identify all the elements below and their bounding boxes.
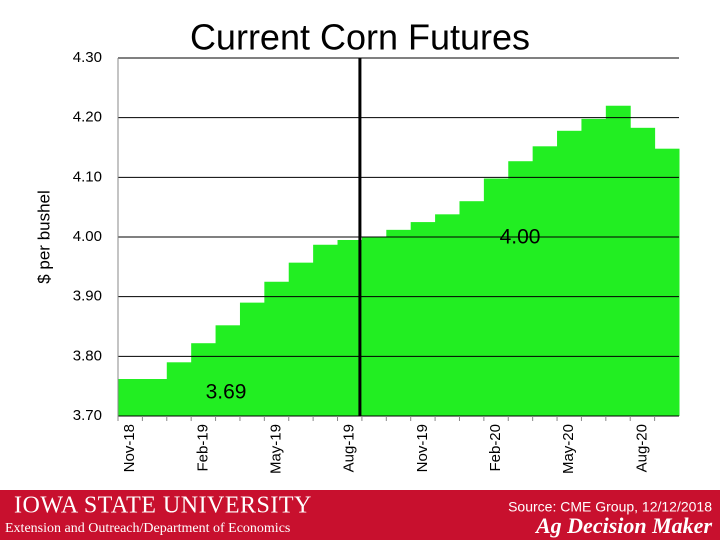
footer-source: Source: CME Group, 12/12/2018	[508, 499, 712, 515]
x-tick-label: Nov-19	[414, 424, 431, 472]
bar	[435, 214, 460, 416]
y-axis-label: $ per bushel	[34, 190, 53, 284]
x-tick-label: May-20	[560, 424, 577, 474]
bar	[215, 325, 241, 416]
footer-university: Iowa State University	[14, 493, 312, 519]
bar	[142, 379, 168, 416]
y-tick-label: 3.90	[73, 288, 102, 305]
bar	[557, 130, 582, 416]
y-tick-label: 4.20	[73, 109, 102, 126]
x-tick-label: Aug-20	[633, 424, 650, 472]
bar	[483, 178, 509, 416]
y-tick-label: 4.10	[73, 168, 102, 185]
bar	[386, 229, 412, 416]
annotation: 4.00	[500, 226, 541, 249]
bar	[532, 146, 558, 416]
bar	[191, 343, 217, 416]
x-tick-label: Feb-20	[487, 424, 504, 472]
bar	[410, 222, 436, 416]
y-tick-label: 3.70	[73, 407, 102, 424]
bar	[166, 362, 192, 416]
bar	[264, 281, 290, 416]
bar	[654, 148, 680, 416]
bar	[288, 262, 314, 416]
y-tick-label: 4.00	[73, 228, 102, 245]
bar	[118, 379, 143, 416]
bar	[361, 237, 387, 416]
y-tick-label: 3.80	[73, 347, 102, 364]
x-tick-label: Feb-19	[194, 424, 211, 472]
x-tick-label: Nov-18	[121, 424, 138, 472]
footer-department: Extension and Outreach/Department of Eco…	[5, 521, 290, 536]
bar	[337, 239, 363, 416]
x-tick-label: May-19	[268, 424, 285, 474]
bar	[630, 127, 656, 416]
x-tick-label: Aug-19	[341, 424, 358, 472]
bar	[459, 201, 485, 416]
bar	[581, 118, 607, 417]
bar	[508, 161, 534, 416]
bar	[239, 302, 265, 416]
footer-band	[0, 490, 720, 540]
footer-brand: Ag Decision Maker	[534, 513, 712, 538]
y-tick-label: 4.30	[73, 49, 102, 66]
annotation: 3.69	[206, 381, 247, 404]
chart-title: Current Corn Futures	[190, 17, 530, 58]
bar	[605, 105, 631, 416]
bar	[313, 244, 339, 416]
